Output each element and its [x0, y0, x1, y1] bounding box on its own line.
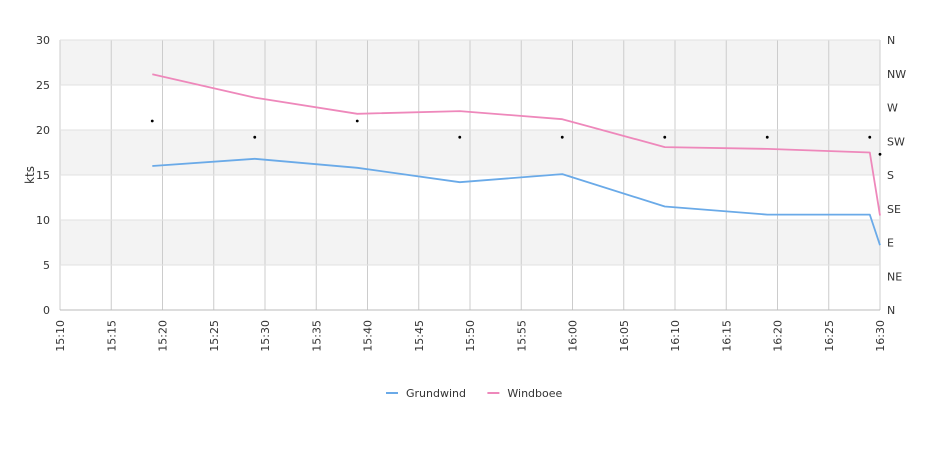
y2-tick-label: W [887, 102, 898, 115]
wind-direction-marker [878, 152, 882, 156]
y2-tick-label: E [887, 237, 894, 250]
y-axis-label: kts [23, 166, 37, 184]
y-tick-label: 5 [43, 259, 50, 272]
y-tick-label: 25 [36, 79, 50, 92]
x-tick-label: 16:30 [874, 320, 887, 352]
wind-direction-marker [253, 135, 257, 139]
y2-tick-label: NE [887, 270, 902, 283]
x-tick-label: 16:05 [618, 320, 631, 352]
wind-direction-marker [868, 135, 872, 139]
y2-tick-label: N [887, 34, 895, 47]
y2-tick-label: N [887, 304, 895, 317]
x-tick-label: 15:50 [464, 320, 477, 352]
y2-tick-label: SE [887, 203, 901, 216]
wind-direction-marker [663, 135, 667, 139]
y2-axis-ticks: N NE E SE S SW W NW N [887, 34, 906, 317]
x-tick-label: 16:10 [669, 320, 682, 352]
y2-tick-label: SW [887, 135, 905, 148]
x-tick-label: 15:20 [157, 320, 170, 352]
y-tick-label: 0 [43, 304, 50, 317]
x-axis-ticks: 15:10 15:15 15:20 15:25 15:30 15:35 15:40 15:45… [54, 320, 887, 352]
legend: Grundwind Windboee [386, 387, 563, 400]
wind-direction-marker [458, 135, 462, 139]
x-tick-label: 15:35 [310, 320, 323, 352]
y2-tick-label: S [887, 169, 894, 182]
wind-direction-marker [355, 119, 359, 123]
wind-direction-marker [560, 135, 564, 139]
series-line-windboee [152, 73, 881, 216]
y-tick-label: 20 [36, 124, 50, 137]
x-tick-label: 15:45 [413, 320, 426, 352]
grid-lines [59, 39, 881, 311]
wind-direction-marker [150, 119, 154, 123]
x-tick-label: 16:20 [772, 320, 785, 352]
x-tick-label: 15:40 [362, 320, 375, 352]
x-tick-label: 15:25 [208, 320, 221, 352]
wind-direction-marker [765, 135, 769, 139]
x-tick-label: 15:10 [54, 320, 67, 352]
wind-direction-markers [150, 119, 882, 156]
x-tick-label: 15:30 [259, 320, 272, 352]
x-tick-label: 15:55 [515, 320, 528, 352]
x-tick-label: 16:25 [823, 320, 836, 352]
legend-label: Grundwind [406, 387, 466, 400]
x-tick-label: 16:15 [720, 320, 733, 352]
x-tick-label: 16:00 [567, 320, 580, 352]
y-tick-label: 10 [36, 214, 50, 227]
y-axis-ticks: 0 5 10 15 20 25 30 [36, 34, 50, 317]
y-tick-label: 30 [36, 34, 50, 47]
y2-tick-label: NW [887, 68, 906, 81]
series-line-grundwind [152, 157, 881, 246]
legend-label: Windboee [507, 387, 562, 400]
y-tick-label: 15 [36, 169, 50, 182]
series-lines [152, 73, 881, 246]
x-tick-label: 15:15 [105, 320, 118, 352]
